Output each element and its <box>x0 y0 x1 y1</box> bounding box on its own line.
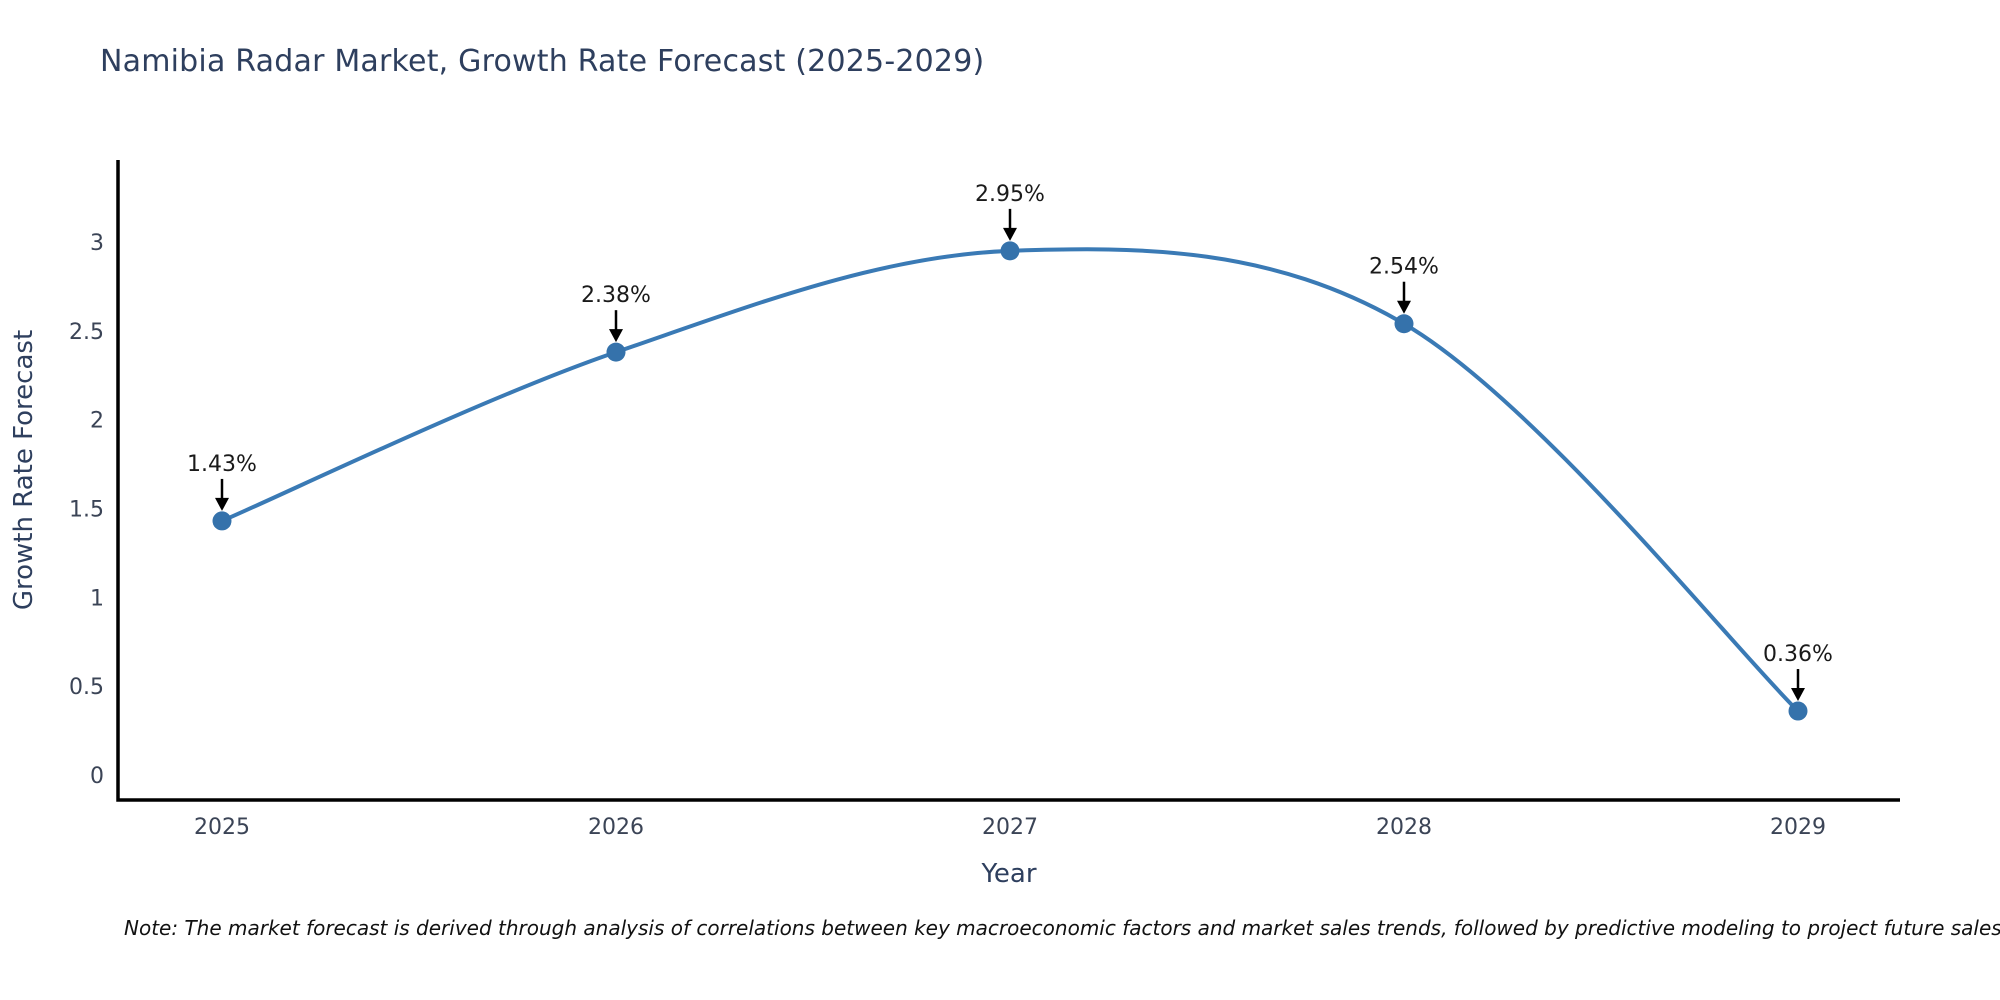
data-point-2027 <box>1000 241 1020 261</box>
data-point-2026 <box>606 342 626 362</box>
y-tick-label: 2.5 <box>69 320 104 345</box>
chart-title: Namibia Radar Market, Growth Rate Foreca… <box>100 44 985 79</box>
x-tick-label: 2029 <box>1770 815 1826 840</box>
y-tick-label: 3 <box>90 231 104 256</box>
x-tick-label: 2027 <box>982 815 1038 840</box>
x-tick-label: 2025 <box>194 815 250 840</box>
y-tick-label: 0 <box>90 764 104 789</box>
data-point-2025 <box>212 511 232 531</box>
annotation-arrowhead <box>1397 300 1411 314</box>
annotation-arrowhead <box>609 329 623 343</box>
annotation-label: 2.95% <box>975 182 1045 207</box>
annotation-label: 2.54% <box>1369 255 1439 280</box>
data-point-2029 <box>1788 701 1808 721</box>
axis-spines <box>116 160 1900 802</box>
y-axis-title: Growth Rate Forecast <box>9 330 39 610</box>
data-point-2028 <box>1394 314 1414 334</box>
annotation-label: 2.38% <box>581 283 651 308</box>
x-tick-label: 2028 <box>1376 815 1432 840</box>
annotation-arrowhead <box>1003 227 1017 241</box>
annotation-label: 0.36% <box>1763 642 1833 667</box>
y-tick-label: 1.5 <box>69 498 104 523</box>
y-tick-label: 2 <box>90 409 104 434</box>
forecast-line <box>220 247 1800 714</box>
annotation-label: 1.43% <box>187 452 257 477</box>
y-tick-label: 1 <box>90 586 104 611</box>
annotation-arrowhead <box>1791 688 1805 702</box>
y-tick-label: 0.5 <box>69 675 104 700</box>
x-axis-title: Year <box>980 859 1036 889</box>
annotation-arrowhead <box>215 497 229 511</box>
footnote: Note: The market forecast is derived thr… <box>124 916 2000 940</box>
x-tick-label: 2026 <box>588 815 644 840</box>
